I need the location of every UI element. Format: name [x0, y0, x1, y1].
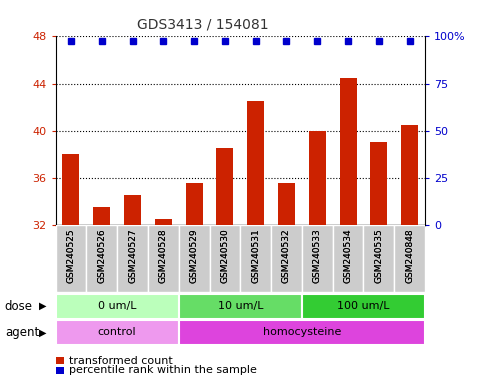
Bar — [93, 207, 110, 225]
Bar — [155, 219, 172, 225]
Text: transformed count: transformed count — [69, 356, 173, 366]
Text: GSM240528: GSM240528 — [159, 228, 168, 283]
Text: GSM240534: GSM240534 — [343, 228, 353, 283]
Bar — [340, 78, 356, 225]
FancyBboxPatch shape — [117, 225, 148, 292]
Text: 100 um/L: 100 um/L — [337, 301, 390, 311]
Bar — [179, 294, 302, 319]
Text: 0 um/L: 0 um/L — [98, 301, 136, 311]
Bar — [185, 184, 202, 225]
Bar — [62, 154, 79, 225]
Bar — [179, 320, 425, 345]
FancyBboxPatch shape — [179, 225, 210, 292]
Text: GSM240531: GSM240531 — [251, 228, 260, 283]
Text: control: control — [98, 327, 136, 338]
Text: GSM240535: GSM240535 — [374, 228, 384, 283]
Text: dose: dose — [5, 300, 33, 313]
Text: ▶: ▶ — [39, 301, 46, 311]
FancyBboxPatch shape — [394, 225, 425, 292]
Text: GSM240528: GSM240528 — [159, 228, 168, 283]
Text: GSM240533: GSM240533 — [313, 228, 322, 283]
Text: GSM240533: GSM240533 — [313, 228, 322, 283]
Text: GSM240534: GSM240534 — [343, 228, 353, 283]
FancyBboxPatch shape — [56, 225, 86, 292]
Text: GSM240526: GSM240526 — [97, 228, 106, 283]
Text: GSM240848: GSM240848 — [405, 228, 414, 283]
Text: GSM240535: GSM240535 — [374, 228, 384, 283]
Text: GSM240527: GSM240527 — [128, 228, 137, 283]
Bar — [247, 101, 264, 225]
Bar — [302, 294, 425, 319]
FancyBboxPatch shape — [240, 225, 271, 292]
Text: 10 um/L: 10 um/L — [217, 301, 263, 311]
Text: GDS3413 / 154081: GDS3413 / 154081 — [137, 17, 269, 31]
Bar — [216, 148, 233, 225]
FancyBboxPatch shape — [86, 225, 117, 292]
Bar — [309, 131, 326, 225]
Text: GSM240532: GSM240532 — [282, 228, 291, 283]
FancyBboxPatch shape — [210, 225, 240, 292]
Text: GSM240848: GSM240848 — [405, 228, 414, 283]
Bar — [401, 125, 418, 225]
Text: GSM240525: GSM240525 — [67, 228, 75, 283]
Text: GSM240531: GSM240531 — [251, 228, 260, 283]
Bar — [370, 142, 387, 225]
Bar — [56, 294, 179, 319]
Text: GSM240532: GSM240532 — [282, 228, 291, 283]
Text: percentile rank within the sample: percentile rank within the sample — [69, 365, 257, 375]
FancyBboxPatch shape — [364, 225, 394, 292]
Bar — [56, 320, 179, 345]
Text: GSM240527: GSM240527 — [128, 228, 137, 283]
Text: GSM240529: GSM240529 — [190, 228, 199, 283]
Bar — [278, 184, 295, 225]
Text: GSM240530: GSM240530 — [220, 228, 229, 283]
FancyBboxPatch shape — [302, 225, 333, 292]
Text: GSM240526: GSM240526 — [97, 228, 106, 283]
Text: GSM240525: GSM240525 — [67, 228, 75, 283]
Bar — [124, 195, 141, 225]
Text: GSM240529: GSM240529 — [190, 228, 199, 283]
Text: agent: agent — [5, 326, 39, 339]
Text: ▶: ▶ — [39, 327, 46, 338]
Text: GSM240530: GSM240530 — [220, 228, 229, 283]
FancyBboxPatch shape — [333, 225, 364, 292]
FancyBboxPatch shape — [271, 225, 302, 292]
FancyBboxPatch shape — [148, 225, 179, 292]
Text: homocysteine: homocysteine — [263, 327, 341, 338]
